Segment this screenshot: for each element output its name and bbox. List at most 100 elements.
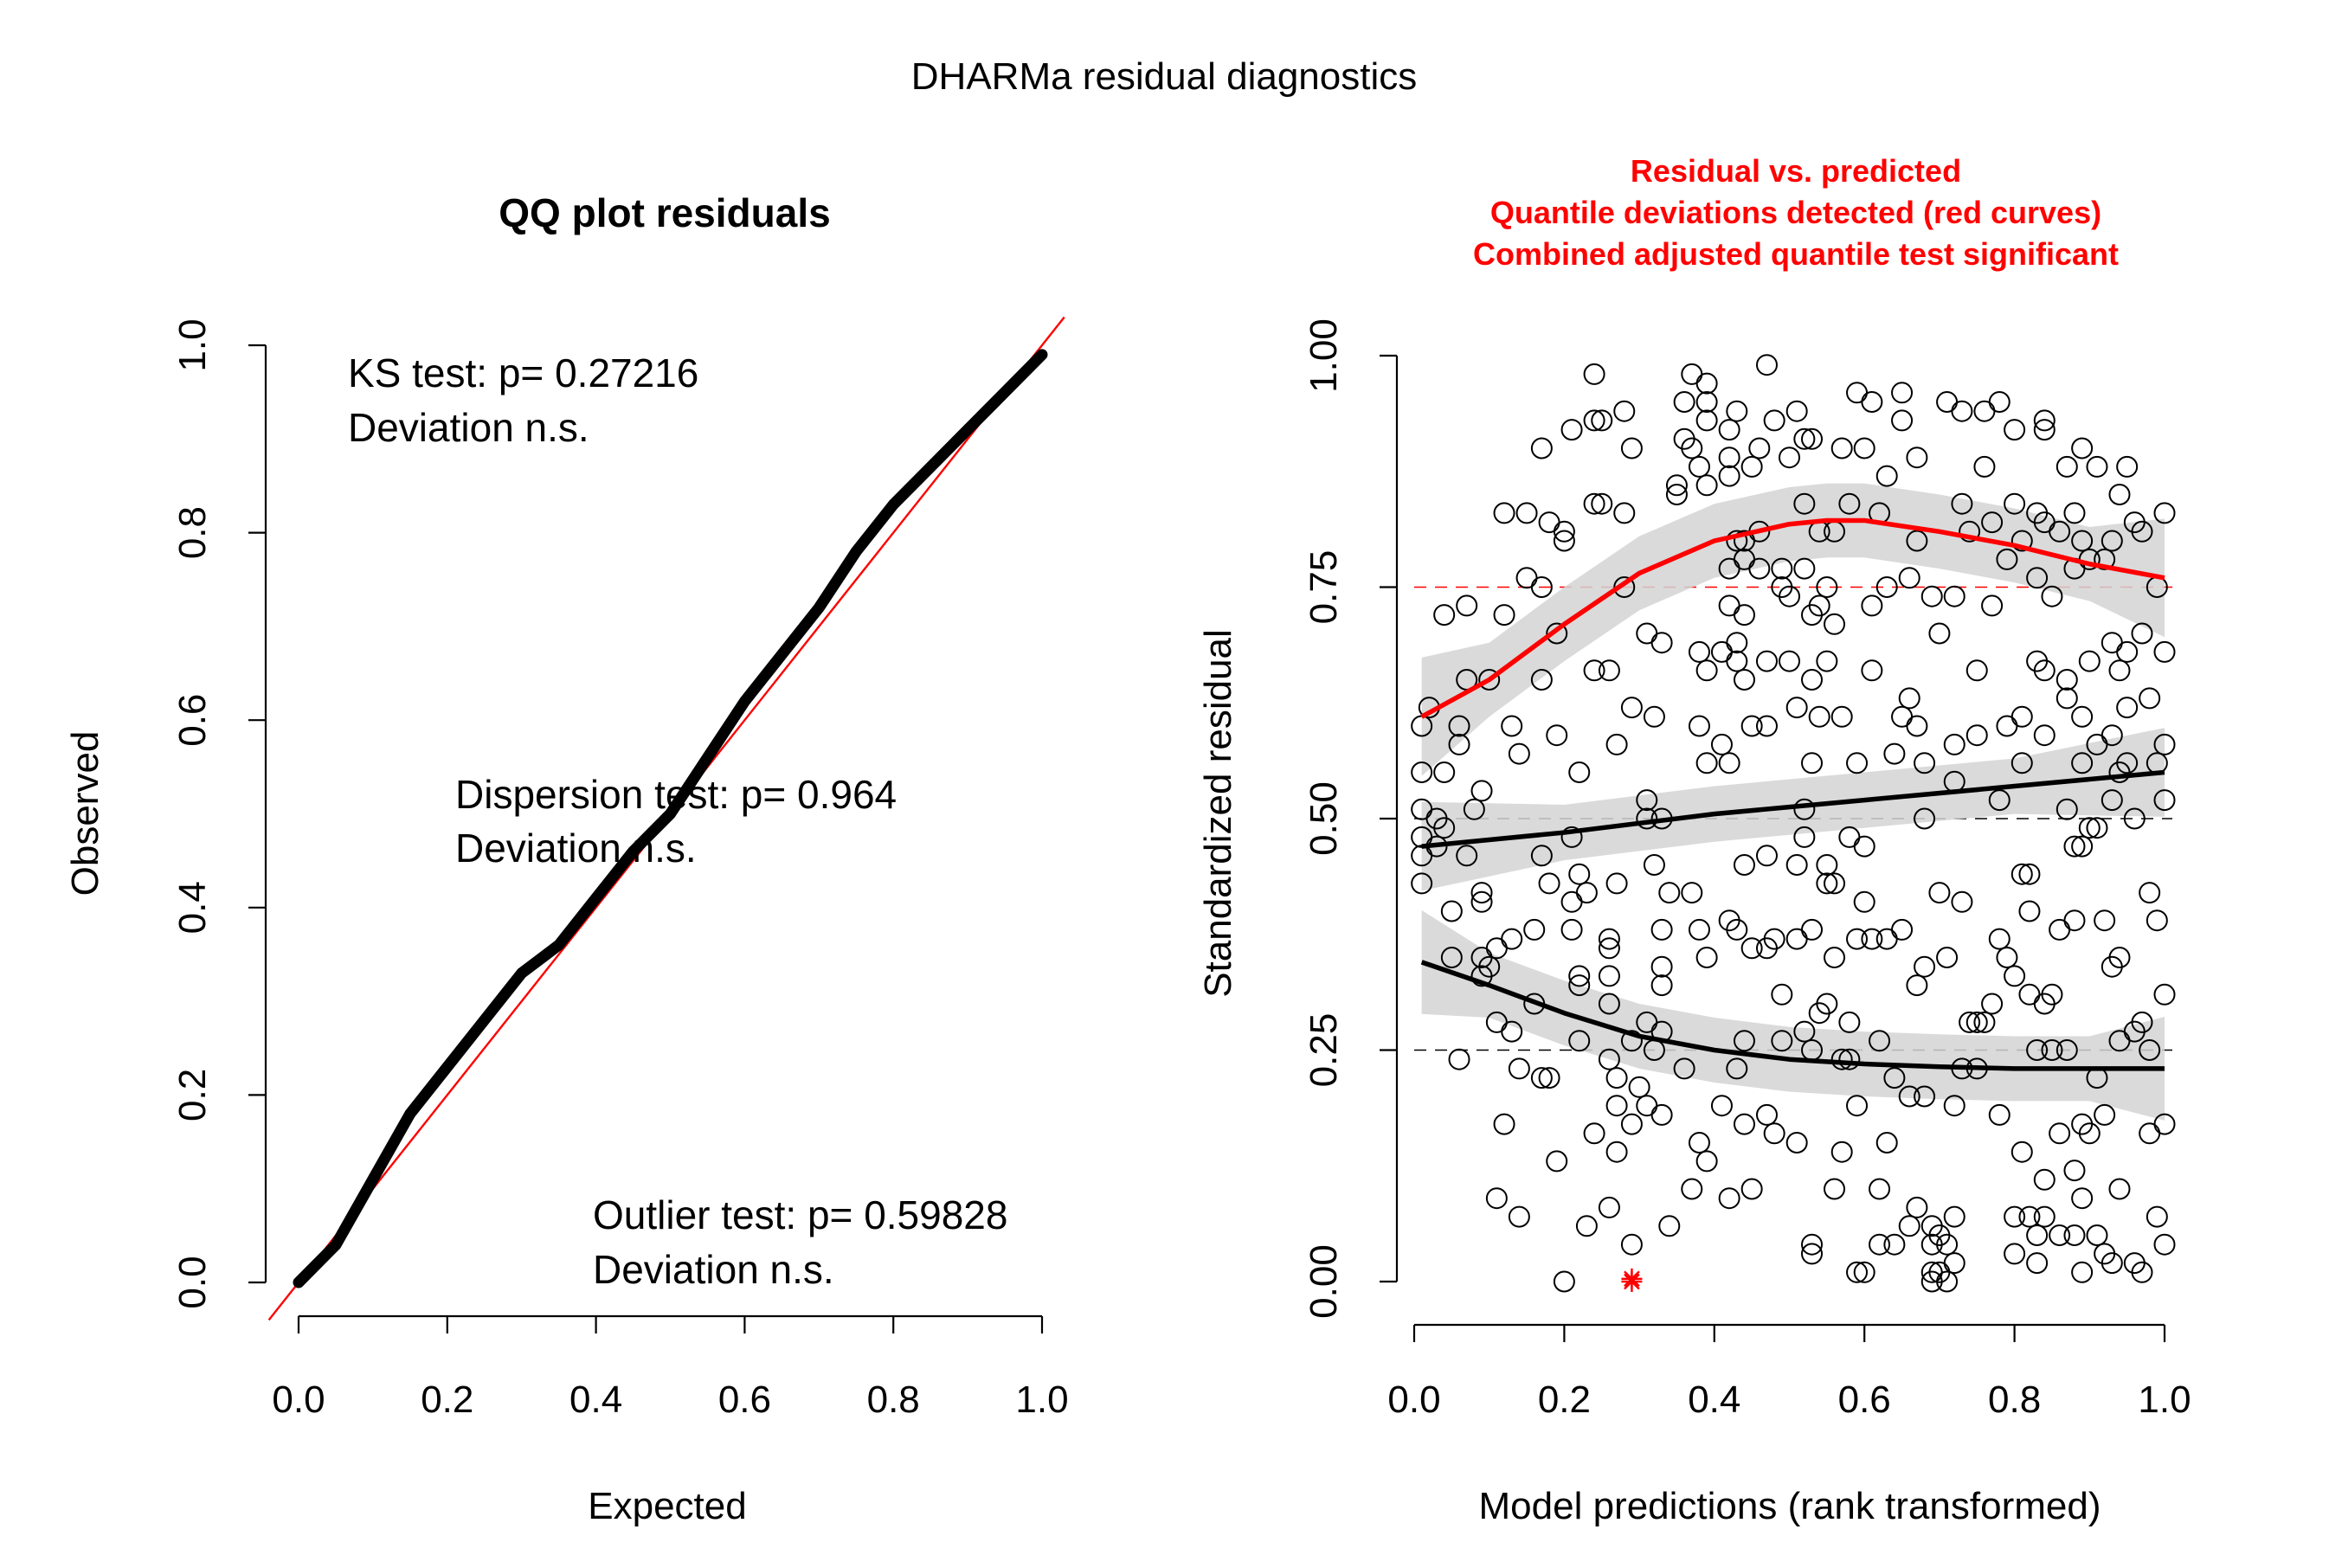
residual-point — [1560, 826, 1583, 848]
residual-point — [2041, 983, 2063, 1006]
residual-point — [1816, 650, 1838, 672]
residual-point — [1779, 585, 1800, 607]
quantile-curves — [1420, 517, 2165, 1071]
residual-x-tick-label: 0.8 — [1988, 1378, 2041, 1421]
residual-point — [1681, 363, 1703, 385]
residual-point — [1988, 789, 2011, 812]
residual-point — [1726, 632, 1748, 654]
residual-point — [1575, 1215, 1598, 1237]
residual-point — [1965, 724, 1988, 747]
residual-point — [1816, 993, 1838, 1015]
residual-point — [1951, 492, 1973, 515]
residual-point — [1546, 724, 1568, 747]
residual-point — [1853, 1261, 1875, 1283]
qq-y-axis-label: Observed — [64, 731, 106, 896]
residual-point — [1740, 455, 1763, 478]
residual-point — [1598, 965, 1620, 987]
residual-point — [1914, 807, 1936, 830]
quantile-curve-0.25 — [1420, 960, 2165, 1071]
residual-point — [1988, 391, 2011, 413]
residual-y-ticks: 0.00 0.25 0.50 0.75 1.00 — [1303, 318, 1397, 1319]
residual-points — [1411, 354, 2176, 1293]
qq-plot-area — [267, 316, 1065, 1321]
residual-point — [2041, 1039, 2063, 1061]
residual-point — [1718, 447, 1740, 469]
residual-point — [1538, 511, 1560, 534]
residual-point — [2011, 530, 2033, 552]
residual-point — [2004, 1205, 2026, 1228]
residual-point — [2011, 705, 2033, 728]
qq-y-tick-label: 0.6 — [171, 694, 214, 747]
residual-point — [1914, 955, 1936, 978]
residual-point — [1568, 762, 1591, 783]
residual-point — [1861, 594, 1883, 617]
quantile-curve-0.5 — [1421, 769, 2165, 849]
residual-point — [2108, 1178, 2131, 1200]
residual-point — [1988, 1103, 2011, 1126]
residual-point — [1456, 594, 1478, 617]
residual-point — [1546, 622, 1568, 645]
qq-observed-curve — [293, 349, 1048, 1288]
residual-point — [1726, 530, 1748, 552]
residual-point — [2139, 687, 2161, 710]
residual-point — [1598, 1048, 1620, 1070]
residual-point — [2033, 1205, 2056, 1228]
residual-point — [1763, 928, 1785, 950]
residual-point — [1583, 659, 1605, 682]
residual-point — [2004, 492, 2026, 515]
residual-point — [1816, 576, 1838, 598]
residual-point — [2153, 502, 2176, 524]
main-title: DHARMa residual diagnostics — [911, 55, 1417, 98]
residual-point — [2101, 789, 2123, 812]
residual-point — [2049, 918, 2071, 941]
residual-y-tick-label: 0.00 — [1303, 1244, 1345, 1319]
residual-point — [1793, 427, 1816, 450]
residual-point — [2153, 983, 2176, 1006]
residual-point — [1928, 622, 1951, 645]
residual-point — [1530, 576, 1553, 598]
residual-point — [2018, 983, 2041, 1006]
residual-point — [2146, 909, 2168, 932]
residual-point — [2056, 669, 2078, 691]
residual-point — [1553, 1270, 1575, 1293]
residual-point — [2101, 632, 2123, 654]
residual-point — [1411, 762, 1433, 783]
residual-point — [1530, 437, 1553, 459]
residual-point — [2071, 835, 2094, 858]
residual-point — [1740, 715, 1763, 737]
residual-point — [1695, 391, 1718, 413]
residual-point — [2116, 697, 2139, 719]
residual-point — [1710, 1095, 1733, 1117]
residual-point — [1695, 372, 1718, 395]
residual-point — [1830, 1048, 1853, 1070]
residual-point — [1891, 409, 1914, 432]
residual-point — [1875, 1132, 1898, 1154]
residual-point — [1733, 669, 1755, 691]
residual-point — [1846, 1095, 1869, 1117]
residual-point — [1838, 1011, 1861, 1033]
residual-point — [1681, 1178, 1703, 1200]
quantile-band — [1421, 909, 2165, 1121]
residual-point — [1779, 447, 1800, 469]
residual-point — [1658, 1215, 1681, 1237]
residual-point — [1613, 502, 1636, 524]
residual-point — [1996, 947, 2018, 968]
residual-point — [1936, 1233, 1959, 1256]
residual-point — [1501, 928, 1523, 950]
residual-point — [1695, 474, 1718, 497]
residual-point — [2063, 909, 2086, 932]
residual-point — [1869, 1233, 1891, 1256]
residual-point — [1943, 585, 1965, 607]
residual-point — [1943, 1252, 1965, 1275]
residual-point — [1718, 1187, 1740, 1210]
residual-point — [1620, 437, 1643, 459]
residual-point — [1740, 1178, 1763, 1200]
residual-x-tick-label: 0.4 — [1688, 1378, 1740, 1421]
residual-point — [2026, 1039, 2049, 1061]
residual-point — [1824, 1178, 1846, 1200]
residual-point — [1546, 1150, 1568, 1173]
qq-x-tick-label: 0.4 — [569, 1378, 622, 1421]
residual-point — [2108, 484, 2131, 505]
residual-point — [1718, 465, 1740, 487]
residual-point — [1440, 900, 1463, 922]
